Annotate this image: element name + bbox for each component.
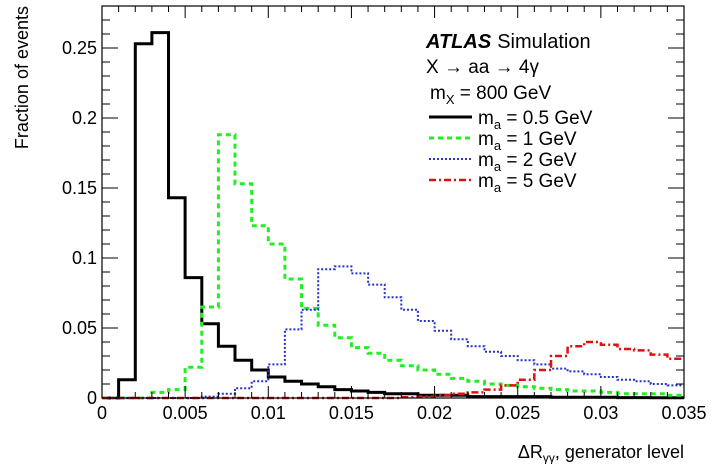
series-line-0: [102, 31, 684, 400]
y-tick-label: 0.15: [62, 178, 97, 198]
legend-entry-prefix: m: [478, 171, 494, 192]
legend-entry-prefix: m: [478, 129, 494, 150]
x-tick-label: 0.005: [163, 403, 208, 423]
legend-entry-suffix: = 1 GeV: [501, 129, 577, 150]
legend-entry-prefix: m: [478, 108, 494, 129]
x-tick-label: 0.03: [583, 403, 618, 423]
series-line-1: [102, 133, 684, 400]
legend-entry-sub: a: [494, 159, 502, 174]
y-tick-label: 0: [87, 388, 97, 408]
x-axis-label-main: ΔR: [518, 442, 543, 462]
process-label: X → aa → 4γ: [426, 57, 539, 78]
atlas-label: ATLAS Simulation: [425, 31, 591, 53]
series-line-2: [102, 265, 684, 399]
mass-x-label: mX = 800 GeV: [430, 83, 551, 107]
x-tick-label: 0.025: [495, 403, 540, 423]
y-tick-label: 0.05: [62, 318, 97, 338]
mass-x-sub: X: [446, 92, 455, 107]
y-tick-label: 0.25: [62, 38, 97, 58]
legend-entry-0: ma = 0.5 GeV: [478, 108, 593, 132]
legend-entry-suffix: = 5 GeV: [501, 171, 577, 192]
mass-x-prefix: m: [430, 83, 446, 104]
atlas-simulation: Simulation: [497, 31, 590, 53]
x-axis-label: ΔRγγ, generator level: [518, 442, 684, 464]
legend-entry-2: ma = 2 GeV: [478, 150, 577, 174]
ticks-layer: [101, 6, 685, 399]
x-axis-label-suffix: , generator level: [555, 442, 684, 462]
labels-layer: 0 0.005 0.01 0.015 0.02 0.025 0.03 0.035 0 0.05 0.…: [12, 6, 707, 465]
x-tick-label: 0.01: [251, 403, 286, 423]
plot-frame: [101, 5, 685, 399]
legend-entry-suffix: = 0.5 GeV: [501, 108, 593, 129]
series-layer: [102, 31, 684, 400]
legend-entry-sub: a: [494, 138, 502, 153]
legend-entry-suffix: = 2 GeV: [501, 150, 577, 171]
legend-entry-1: ma = 1 GeV: [478, 129, 577, 153]
mass-x-value: = 800 GeV: [455, 83, 552, 104]
legend-entry-sub: a: [494, 117, 502, 132]
y-tick-label: 0.2: [72, 108, 97, 128]
x-tick-label: 0.02: [417, 403, 452, 423]
y-axis-label: Fraction of events: [12, 6, 32, 149]
x-axis-label-sub: γγ: [543, 451, 555, 464]
x-tick-label: 0.015: [329, 403, 374, 423]
atlas-experiment: ATLAS: [425, 31, 492, 53]
x-tick-label: 0.035: [661, 403, 706, 423]
legend-entry-sub: a: [494, 180, 502, 195]
legend-entry-3: ma = 5 GeV: [478, 171, 577, 195]
y-tick-label: 0.1: [72, 248, 97, 268]
series-line-3: [102, 340, 684, 400]
x-tick-label: 0: [97, 403, 107, 423]
legend-entry-prefix: m: [478, 150, 494, 171]
